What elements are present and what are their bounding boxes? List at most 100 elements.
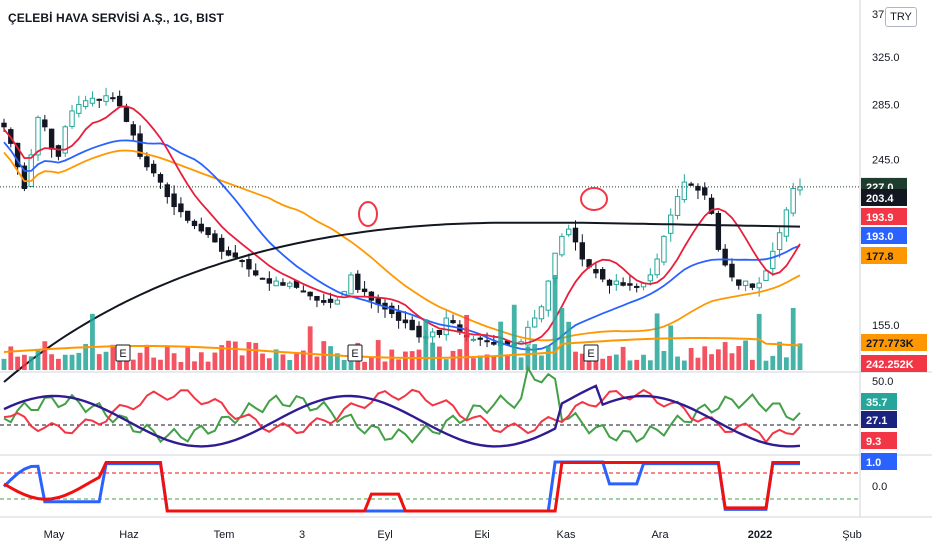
candle xyxy=(287,282,293,287)
volume-bar xyxy=(389,349,395,370)
value-badge: 242.252K xyxy=(861,355,927,372)
value-badge-bg xyxy=(861,334,927,351)
time-axis-label: 3 xyxy=(299,529,305,541)
volume-bar xyxy=(253,342,259,370)
value-badge-bg xyxy=(861,411,897,428)
candle xyxy=(280,282,286,286)
time-axis-label: Tem xyxy=(214,529,235,541)
volume-bar xyxy=(477,355,483,370)
candle xyxy=(76,104,82,114)
time-axis-label: Şub xyxy=(842,529,862,541)
candle xyxy=(232,252,239,258)
stochastic-indicator-pane xyxy=(0,460,860,513)
volume-bar xyxy=(634,359,640,370)
candle xyxy=(334,299,341,305)
candle xyxy=(205,227,211,236)
candle xyxy=(531,317,538,328)
time-axis: May Haz Tem 3 Eyl Eki Kas Ara 2022 Şub xyxy=(44,529,862,541)
candle xyxy=(450,320,456,324)
volume-bar xyxy=(600,358,606,370)
candle xyxy=(695,185,701,191)
candle xyxy=(525,326,531,346)
earnings-marker-box xyxy=(347,344,363,362)
candle xyxy=(42,119,48,128)
candle xyxy=(314,295,320,301)
value-badge: 35.7 xyxy=(861,393,897,410)
candle xyxy=(674,196,681,216)
moving-average-mid xyxy=(3,139,801,351)
candle xyxy=(48,128,55,150)
candle xyxy=(565,228,572,236)
volume-bar xyxy=(260,353,265,370)
candle xyxy=(55,145,62,157)
volume-bar xyxy=(178,361,184,370)
candle xyxy=(402,319,409,324)
volume-bar xyxy=(491,356,497,370)
candle xyxy=(171,193,177,208)
volume-bar xyxy=(539,355,544,370)
time-axis-label: Haz xyxy=(119,529,139,541)
volume-bar xyxy=(158,359,163,370)
candle xyxy=(144,156,150,168)
volume-bar xyxy=(62,354,68,370)
volume-bar xyxy=(552,275,558,370)
volume-bar xyxy=(144,344,150,370)
stoch-d-line xyxy=(3,461,800,513)
candle xyxy=(307,291,313,297)
volume-bar xyxy=(627,360,633,370)
volume-bar xyxy=(266,358,272,370)
volume-bar xyxy=(409,351,415,370)
candle xyxy=(266,278,273,284)
volume-bar xyxy=(423,319,429,370)
volume-bar xyxy=(443,359,449,370)
volume-bar xyxy=(790,308,796,370)
candle xyxy=(797,186,803,191)
volume-bar xyxy=(205,361,211,370)
volume-bar xyxy=(130,359,136,370)
earnings-marker: E xyxy=(347,344,363,362)
value-badge-bg xyxy=(861,393,897,410)
volume-bar xyxy=(607,355,612,370)
candle xyxy=(130,124,136,136)
candle xyxy=(273,280,279,287)
value-badge-bg xyxy=(861,432,897,449)
volume-bar xyxy=(471,358,476,370)
time-axis-label: Eki xyxy=(474,529,489,541)
volume-bar xyxy=(212,352,218,370)
value-badge: 177.8 xyxy=(861,247,907,264)
earnings-marker-label: E xyxy=(587,348,594,360)
volume-bar xyxy=(681,360,687,370)
candle xyxy=(191,220,198,227)
earnings-marker-box xyxy=(583,344,599,362)
volume-bar xyxy=(573,351,578,370)
volume-bar xyxy=(76,352,82,370)
price-axis-tick: 155.0 xyxy=(872,320,900,332)
volume-bar xyxy=(688,347,694,370)
candle xyxy=(35,116,41,156)
earnings-marker-box xyxy=(115,344,131,362)
volume-bar xyxy=(232,341,238,370)
volume-bar xyxy=(675,356,680,370)
value-badge-label: 1.0 xyxy=(866,457,881,469)
candle xyxy=(634,285,640,288)
candle xyxy=(729,263,735,278)
candle xyxy=(300,290,307,293)
candle xyxy=(436,329,443,335)
volume-bar xyxy=(341,359,347,370)
value-badge-bg xyxy=(861,189,907,206)
volume-bar xyxy=(307,326,313,370)
dmi-axis-tick: 50.0 xyxy=(872,376,893,388)
currency-badge[interactable]: TRY xyxy=(885,7,917,27)
candle xyxy=(62,126,68,154)
candle xyxy=(736,279,742,286)
volume-bar xyxy=(300,350,306,370)
candle xyxy=(429,331,436,338)
volume-bar xyxy=(661,350,667,370)
volume-bar xyxy=(777,341,782,370)
candle xyxy=(702,187,708,196)
time-axis-label: Eyl xyxy=(377,529,392,541)
volume-bar xyxy=(110,344,116,370)
volume-bar xyxy=(566,321,572,370)
